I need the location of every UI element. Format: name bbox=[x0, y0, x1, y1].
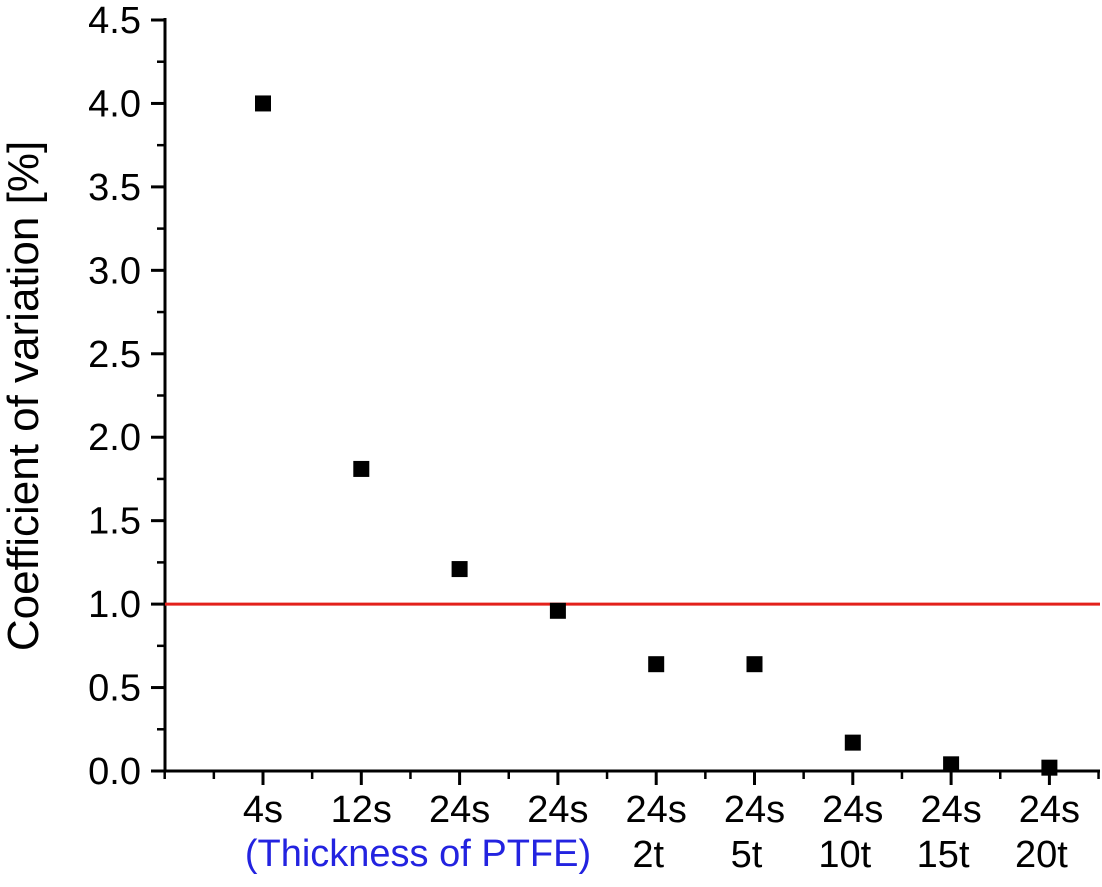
x-tick-label: 2t bbox=[632, 834, 664, 876]
data-point bbox=[943, 756, 960, 773]
x-axis-note: (Thickness of PTFE) bbox=[245, 833, 591, 875]
y-tick-label: 3.0 bbox=[88, 250, 141, 292]
x-tick-label: 24s bbox=[429, 789, 490, 831]
y-tick-label: 4.5 bbox=[88, 0, 141, 42]
y-tick-label: 2.5 bbox=[88, 334, 141, 376]
data-point bbox=[451, 561, 468, 578]
data-point bbox=[844, 734, 861, 751]
y-tick-label: 0.0 bbox=[88, 751, 141, 793]
data-point bbox=[549, 602, 566, 619]
y-tick-label: 1.0 bbox=[88, 584, 141, 626]
x-tick-label: 12s bbox=[331, 789, 392, 831]
x-tick-label: 24s bbox=[1019, 789, 1080, 831]
data-points bbox=[255, 95, 1058, 776]
y-tick-label: 3.5 bbox=[88, 167, 141, 209]
data-point bbox=[353, 460, 370, 477]
data-point bbox=[1041, 759, 1058, 776]
data-point bbox=[255, 95, 271, 112]
x-tick-label: 24s bbox=[920, 789, 981, 831]
x-tick-label: 24s bbox=[724, 789, 785, 831]
axes bbox=[151, 18, 1100, 785]
y-tick-label: 4.0 bbox=[88, 83, 141, 125]
y-tick-label: 0.5 bbox=[88, 668, 141, 710]
y-tick-label: 2.0 bbox=[88, 417, 141, 459]
data-point bbox=[648, 656, 665, 673]
y-tick-label: 1.5 bbox=[88, 501, 141, 543]
x-tick-label: 24s bbox=[822, 789, 883, 831]
x-tick-label: 20t bbox=[1015, 834, 1068, 876]
x-tick-label: 4s bbox=[243, 789, 283, 831]
x-tick-label: 15t bbox=[917, 834, 970, 876]
x-tick-label: 5t bbox=[731, 834, 763, 876]
y-tick-labels: 0.0 0.5 1.0 1.5 2.0 2.5 3.0 3.5 4.0 4.5 bbox=[88, 0, 141, 793]
x-tick-label: 24s bbox=[626, 789, 687, 831]
y-axis-label: Coefficient of variation [%] bbox=[0, 141, 48, 651]
x-tick-label: 10t bbox=[818, 834, 871, 876]
x-tick-label: 24s bbox=[527, 789, 588, 831]
data-point bbox=[746, 656, 763, 673]
